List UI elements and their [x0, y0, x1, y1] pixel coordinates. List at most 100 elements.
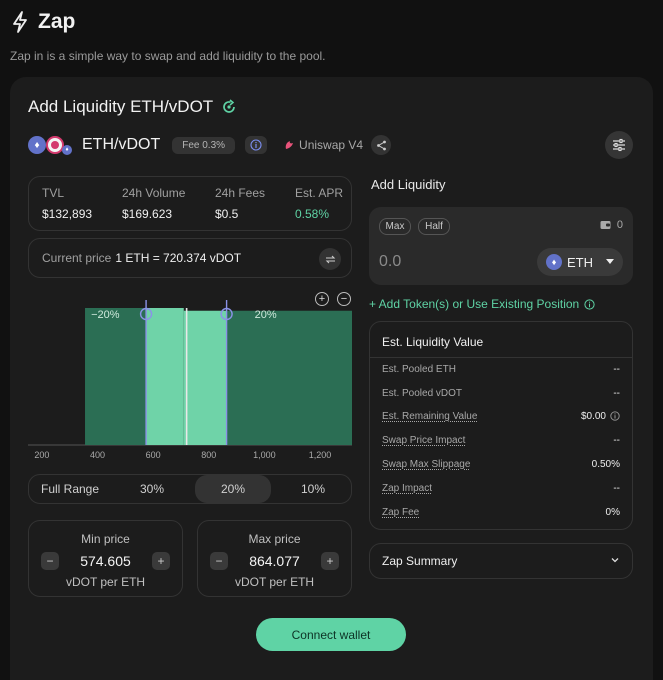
stat-tvl: TVL $132,893 [42, 186, 92, 221]
est-row: Swap Max Slippage 0.50% [382, 457, 620, 471]
current-price-label: Current price [42, 251, 112, 265]
max-button[interactable]: Max [379, 218, 411, 235]
chain-icon: ♦ [62, 145, 72, 155]
est-label[interactable]: Swap Max Slippage [382, 458, 471, 470]
est-label[interactable]: Zap Impact [382, 482, 433, 494]
add-liquidity-title: Add Liquidity [371, 177, 446, 192]
est-value: 0.50% [591, 458, 620, 470]
connect-wallet-button[interactable]: Connect wallet [256, 618, 406, 651]
stat-value: $132,893 [42, 207, 93, 221]
current-price-value: 1 ETH = 720.374 vDOT [115, 251, 242, 265]
est-row: Est. Pooled vDOT -- [382, 386, 620, 400]
est-label: Est. Pooled vDOT [382, 387, 463, 399]
x-tick-label: 800 [201, 450, 216, 460]
swap-arrows-icon [325, 255, 335, 263]
info-icon[interactable] [245, 136, 268, 154]
est-value-wrap: $0.00 [581, 411, 620, 422]
max-price-unit: vDOT per ETH [234, 575, 315, 589]
stat-value: 0.58% [295, 207, 330, 221]
max-price-value[interactable]: 864.077 [249, 553, 300, 569]
est-value: -- [613, 434, 620, 446]
range-20[interactable]: 20% [195, 475, 271, 503]
range-10[interactable]: 10% [300, 482, 326, 496]
info-icon [584, 298, 595, 310]
card-title: Add Liquidity ETH/vDOT [28, 97, 237, 117]
amount-input[interactable]: 0.0 [379, 253, 402, 270]
min-price-box: Min price 574.605 vDOT per ETH − + [28, 520, 183, 597]
stat-apr: Est. APR 0.58% [295, 186, 343, 221]
x-tick-label: 1,200 [309, 450, 332, 460]
est-row: Zap Impact -- [382, 481, 620, 495]
page-subtitle: Zap in is a simple way to swap and add l… [10, 49, 326, 63]
pool-stats: TVL $132,893 24h Volume $169.623 24h Fee… [28, 176, 352, 231]
eth-token-icon: ♦ [28, 136, 46, 154]
stat-fees: 24h Fees $0.5 [215, 186, 265, 221]
add-tokens-text: + Add Token(s) or Use Existing Position [369, 297, 580, 311]
token-select-label: ETH [567, 254, 593, 270]
range-30[interactable]: 30% [139, 482, 165, 496]
pair-name: ETH/vDOT [82, 136, 161, 153]
max-price-title: Max price [248, 532, 301, 546]
liquidity-bar [226, 310, 352, 445]
stat-label: TVL [42, 186, 65, 200]
current-price-box: Current price 1 ETH = 720.374 vDOT [28, 238, 352, 278]
chevron-down-icon [611, 558, 619, 563]
est-label[interactable]: Zap Fee [382, 506, 420, 518]
x-tick-label: 600 [146, 450, 161, 460]
balance-value: 0 [616, 219, 623, 231]
uniswap-icon [285, 141, 294, 149]
stat-label: 24h Fees [215, 186, 266, 200]
zoom-controls: + − [315, 292, 351, 306]
page-header: Zap [10, 10, 75, 34]
zap-summary-toggle[interactable]: Zap Summary [369, 543, 633, 579]
est-value: $0.00 [580, 410, 606, 422]
stat-volume: 24h Volume $169.623 [122, 186, 185, 221]
est-label[interactable]: Swap Price Impact [382, 434, 466, 446]
range-min-percent-label: −20% [91, 309, 120, 321]
est-title: Est. Liquidity Value [382, 335, 484, 349]
liquidity-chart[interactable]: −20% 20% 200 400 600 800 1,000 1,200 [28, 292, 352, 462]
share-icon[interactable] [371, 135, 392, 155]
page-title: Zap [38, 10, 76, 33]
wallet-balance: 0 [600, 219, 623, 231]
fee-badge: Fee 0.3% [172, 136, 236, 154]
refresh-icon[interactable] [221, 99, 237, 115]
est-row: Est. Remaining Value $0.00 [382, 409, 620, 423]
settings-button[interactable] [605, 131, 633, 159]
est-value: 0% [605, 506, 620, 518]
liquidity-bar [85, 308, 147, 445]
range-selector: Full Range 30% 20% 10% [28, 474, 352, 504]
est-liquidity-box: Est. Liquidity Value Est. Pooled ETH -- E… [369, 321, 633, 530]
est-label[interactable]: Est. Remaining Value [382, 410, 478, 422]
protocol-name: Uniswap V4 [299, 138, 364, 152]
add-tokens-link[interactable]: + Add Token(s) or Use Existing Position [369, 297, 595, 311]
min-range-handle [139, 307, 153, 321]
x-tick-label: 200 [34, 450, 49, 460]
max-price-decrement[interactable]: − [210, 552, 228, 570]
token-input-box: Max Half 0 0.0 ♦ ETH [369, 207, 633, 285]
est-value: -- [613, 363, 620, 375]
max-price-increment[interactable]: + [321, 552, 339, 570]
half-button[interactable]: Half [418, 218, 450, 235]
est-value: -- [613, 482, 620, 494]
range-full[interactable]: Full Range [40, 482, 100, 496]
stat-label: 24h Volume [122, 186, 186, 200]
chevron-down-icon [606, 259, 614, 264]
est-value: -- [613, 387, 620, 399]
lightning-icon [13, 11, 27, 33]
min-price-increment[interactable]: + [152, 552, 170, 570]
stat-value: $0.5 [215, 207, 239, 221]
zoom-in-icon[interactable]: + [315, 292, 329, 306]
liquidity-bar [183, 310, 227, 445]
token-select[interactable]: ♦ ETH [537, 248, 623, 276]
zoom-out-icon[interactable]: − [337, 292, 351, 306]
liquidity-chart-svg[interactable]: −20% 20% 200 400 600 800 1,000 1,200 [28, 292, 352, 462]
invert-price-button[interactable] [319, 248, 341, 270]
est-label: Est. Pooled ETH [382, 363, 456, 375]
x-tick-label: 1,000 [253, 450, 276, 460]
stat-value: $169.623 [122, 207, 173, 221]
min-price-decrement[interactable]: − [41, 552, 59, 570]
card-title-text: Add Liquidity ETH/vDOT [28, 97, 214, 116]
info-icon[interactable] [610, 411, 620, 421]
min-price-value[interactable]: 574.605 [80, 553, 131, 569]
